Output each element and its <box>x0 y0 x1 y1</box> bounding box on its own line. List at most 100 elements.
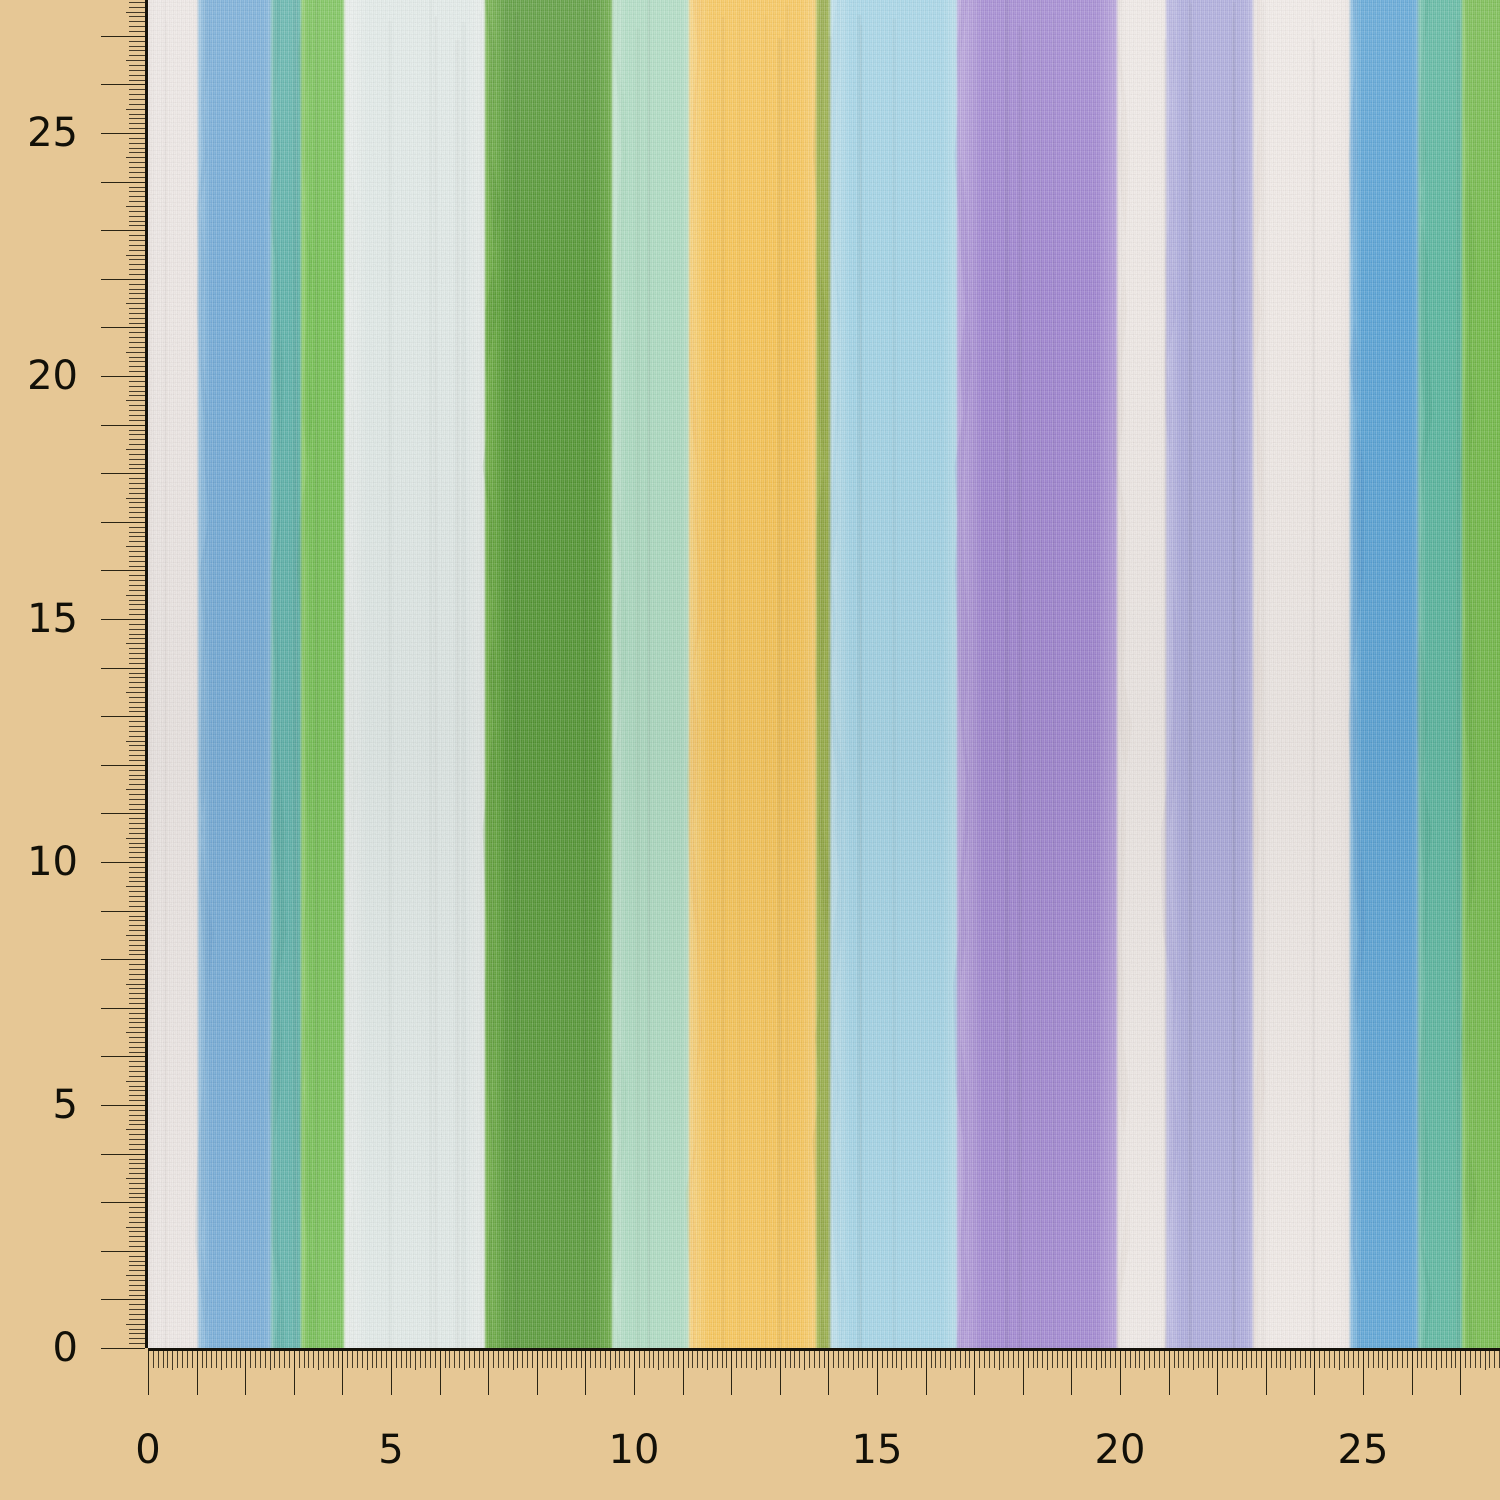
ruler-tick-minor <box>1076 1351 1078 1368</box>
ruler-tick-minor <box>1455 1351 1457 1368</box>
ruler-tick-half <box>126 1177 145 1179</box>
ruler-tick-minor <box>128 832 145 834</box>
ruler-tick-minor <box>128 677 145 679</box>
ruler-tick-half <box>126 1080 145 1082</box>
ruler-tick-minor <box>250 1351 252 1368</box>
ruler-tick-minor <box>128 439 145 441</box>
ruler-tick-half <box>609 1351 611 1370</box>
ruler-tick-major <box>100 667 145 669</box>
ruler-tick-minor <box>1260 1351 1262 1368</box>
ruler-tick-minor <box>493 1351 495 1368</box>
ruler-tick-minor <box>128 478 145 480</box>
ruler-tick-minor <box>206 1351 208 1368</box>
ruler-tick-minor <box>847 1351 849 1368</box>
ruler-tick-minor <box>186 1351 188 1368</box>
ruler-tick-minor <box>128 458 145 460</box>
ruler-tick-major <box>1022 1351 1024 1396</box>
ruler-tick-half <box>901 1351 903 1370</box>
ruler-tick-minor <box>629 1351 631 1368</box>
ruler-tick-minor <box>128 648 145 650</box>
ruler-tick-minor <box>128 312 145 314</box>
ruler-tick-minor <box>128 1255 145 1257</box>
ruler-tick-minor <box>128 589 145 591</box>
ruler-tick-minor <box>809 1351 810 1368</box>
ruler-tick-minor <box>604 1351 606 1368</box>
ruler-tick-minor <box>920 1351 922 1368</box>
ruler-tick-minor <box>1008 1351 1010 1368</box>
ruler-tick-minor <box>128 385 145 387</box>
ruler-tick-minor <box>1081 1351 1083 1368</box>
ruler-tick-minor <box>162 1351 164 1368</box>
ruler-tick-minor <box>128 725 145 727</box>
ruler-tick-major <box>100 570 145 572</box>
ruler-tick-minor <box>128 1046 145 1048</box>
ruler-tick-half <box>998 1351 1000 1370</box>
stripe-layer <box>148 0 1500 1348</box>
ruler-tick-minor <box>1226 1351 1228 1368</box>
ruler-tick-minor <box>303 1351 305 1368</box>
ruler-tick-minor <box>711 1351 713 1368</box>
ruler-tick-minor <box>128 16 145 18</box>
ruler-tick-minor <box>1416 1351 1418 1368</box>
ruler-tick-minor <box>444 1351 446 1368</box>
ruler-tick-minor <box>473 1351 475 1368</box>
ruler-tick-minor <box>128 322 145 324</box>
ruler-horizontal-edge <box>148 1348 1500 1351</box>
ruler-tick-minor <box>1367 1351 1369 1368</box>
ruler-tick-minor <box>872 1351 874 1368</box>
ruler-tick-minor <box>128 492 145 494</box>
ruler-tick-minor <box>483 1351 485 1368</box>
ruler-tick-minor <box>1086 1351 1087 1368</box>
ruler-tick-minor <box>128 560 145 562</box>
ruler-tick-minor <box>128 395 145 397</box>
ruler-tick-minor <box>128 186 145 188</box>
ruler-tick-minor <box>128 361 145 363</box>
ruler-tick-major <box>439 1351 441 1396</box>
ruler-tick-major <box>100 1299 145 1301</box>
ruler-tick-minor <box>128 45 145 47</box>
ruler-tick-minor <box>128 555 145 557</box>
ruler-tick-minor <box>915 1351 917 1368</box>
ruler-tick-minor <box>1440 1351 1442 1368</box>
ruler-tick-minor <box>128 89 145 91</box>
ruler-tick-minor <box>1236 1351 1238 1368</box>
ruler-tick-minor <box>128 405 145 407</box>
ruler-tick-major <box>245 1351 247 1396</box>
ruler-tick-minor <box>128 1095 145 1097</box>
ruler-tick-minor <box>867 1351 869 1368</box>
ruler-tick-minor <box>1158 1351 1160 1368</box>
ruler-tick-major <box>634 1351 635 1396</box>
ruler-tick-major <box>828 1351 830 1396</box>
ruler-tick-major <box>1314 1351 1316 1396</box>
ruler-tick-minor <box>128 823 145 825</box>
ruler-tick-minor <box>128 968 145 970</box>
ruler-tick-minor <box>745 1351 747 1368</box>
ruler-tick-major <box>342 1351 344 1396</box>
ruler-tick-minor <box>128 1241 145 1243</box>
ruler-tick-minor <box>478 1351 480 1368</box>
ruler-tick-minor <box>128 147 145 149</box>
ruler-tick-minor <box>964 1351 966 1368</box>
ruler-tick-minor <box>128 687 145 688</box>
ruler-vertical[interactable]: 0 5 10 15 20 25 <box>0 0 148 1368</box>
ruler-tick-minor <box>1479 1351 1481 1368</box>
ruler-tick-half <box>126 983 145 985</box>
ruler-tick-minor <box>128 239 145 241</box>
ruler-tick-minor <box>128 803 145 805</box>
ruler-tick-minor <box>128 1 145 3</box>
fabric-stripe <box>830 0 963 1348</box>
ruler-tick-minor <box>1469 1351 1471 1368</box>
ruler-tick-minor <box>128 429 145 431</box>
ruler-tick-minor <box>128 419 145 421</box>
ruler-tick-minor <box>988 1351 990 1368</box>
ruler-tick-minor <box>128 978 145 980</box>
ruler-tick-minor <box>128 1148 145 1150</box>
ruler-tick-minor <box>128 444 145 445</box>
ruler-tick-minor <box>1299 1351 1301 1368</box>
ruler-tick-minor <box>376 1351 378 1368</box>
ruler-tick-minor <box>648 1351 650 1368</box>
ruler-tick-minor <box>128 1343 145 1345</box>
ruler-horizontal[interactable]: 0 5 10 15 20 25 <box>0 1348 1500 1500</box>
ruler-tick-minor <box>429 1351 431 1368</box>
ruler-tick-minor <box>128 818 145 820</box>
